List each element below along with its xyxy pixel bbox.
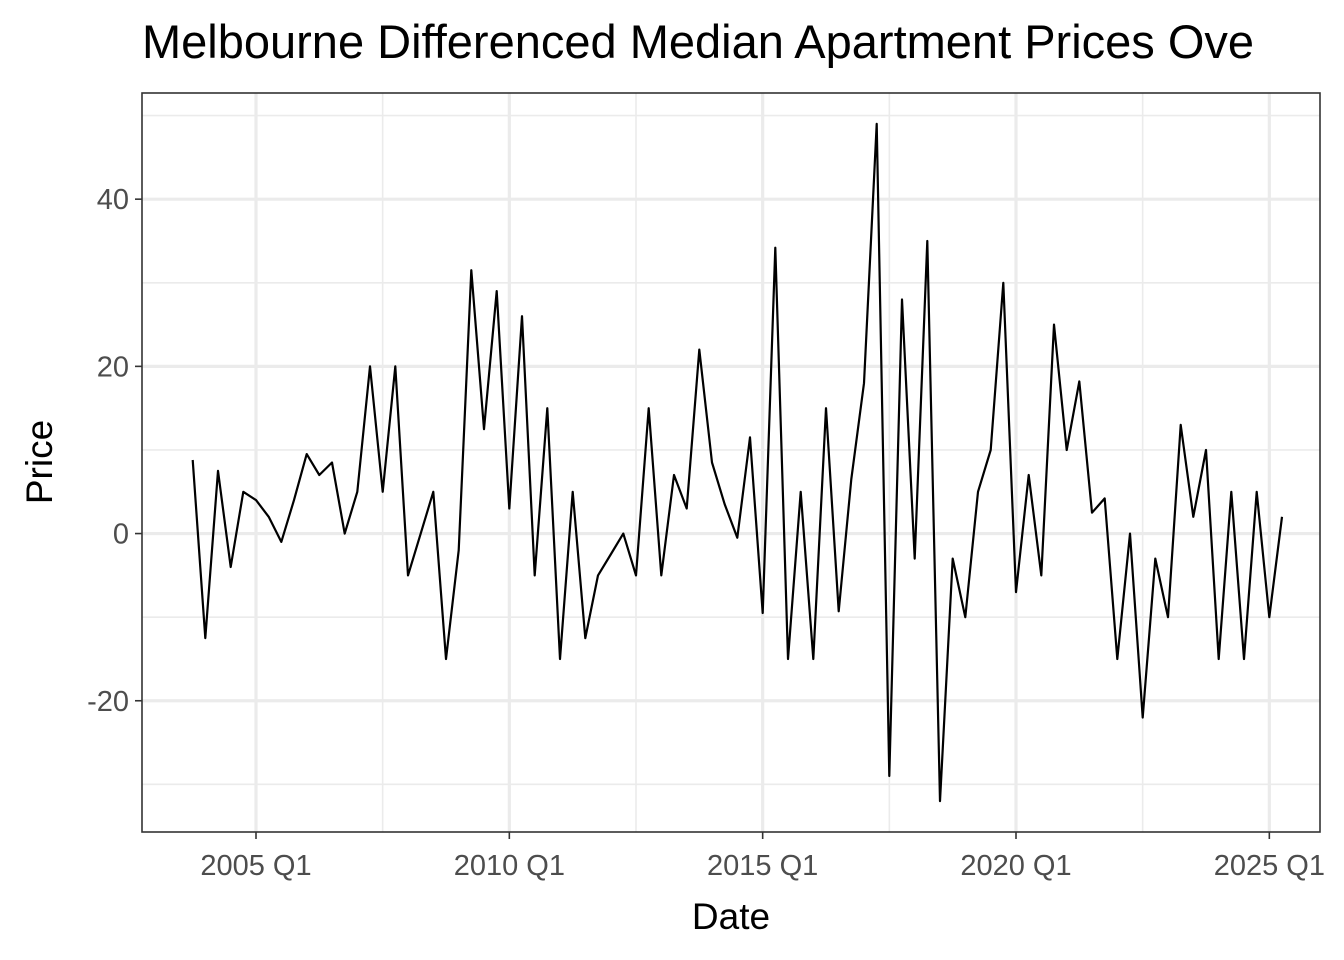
x-tick-label: 2005 Q1 xyxy=(200,850,311,882)
x-tick-label: 2010 Q1 xyxy=(454,850,565,882)
y-axis-title: Price xyxy=(19,420,60,504)
x-tick-label: 2020 Q1 xyxy=(960,850,1071,882)
y-tick-label: 20 xyxy=(97,351,129,383)
minor-gridlines xyxy=(142,93,1320,832)
major-gridlines xyxy=(142,93,1320,832)
plot-panel-border xyxy=(141,92,1321,833)
x-tick-label: 2025 Q1 xyxy=(1214,850,1325,882)
x-axis-title: Date xyxy=(692,896,770,937)
chart-title: Melbourne Differenced Median Apartment P… xyxy=(142,15,1254,68)
y-tick-label: 40 xyxy=(97,184,129,216)
y-tick-label: 0 xyxy=(113,519,129,551)
y-tick-label: -20 xyxy=(87,686,129,718)
series-line xyxy=(191,122,1284,803)
x-axis: 2005 Q1 2010 Q1 2015 Q1 2020 Q1 2025 Q1 xyxy=(200,832,1325,882)
x-tick-label: 2015 Q1 xyxy=(707,850,818,882)
y-axis: -20 0 20 40 xyxy=(87,184,142,718)
